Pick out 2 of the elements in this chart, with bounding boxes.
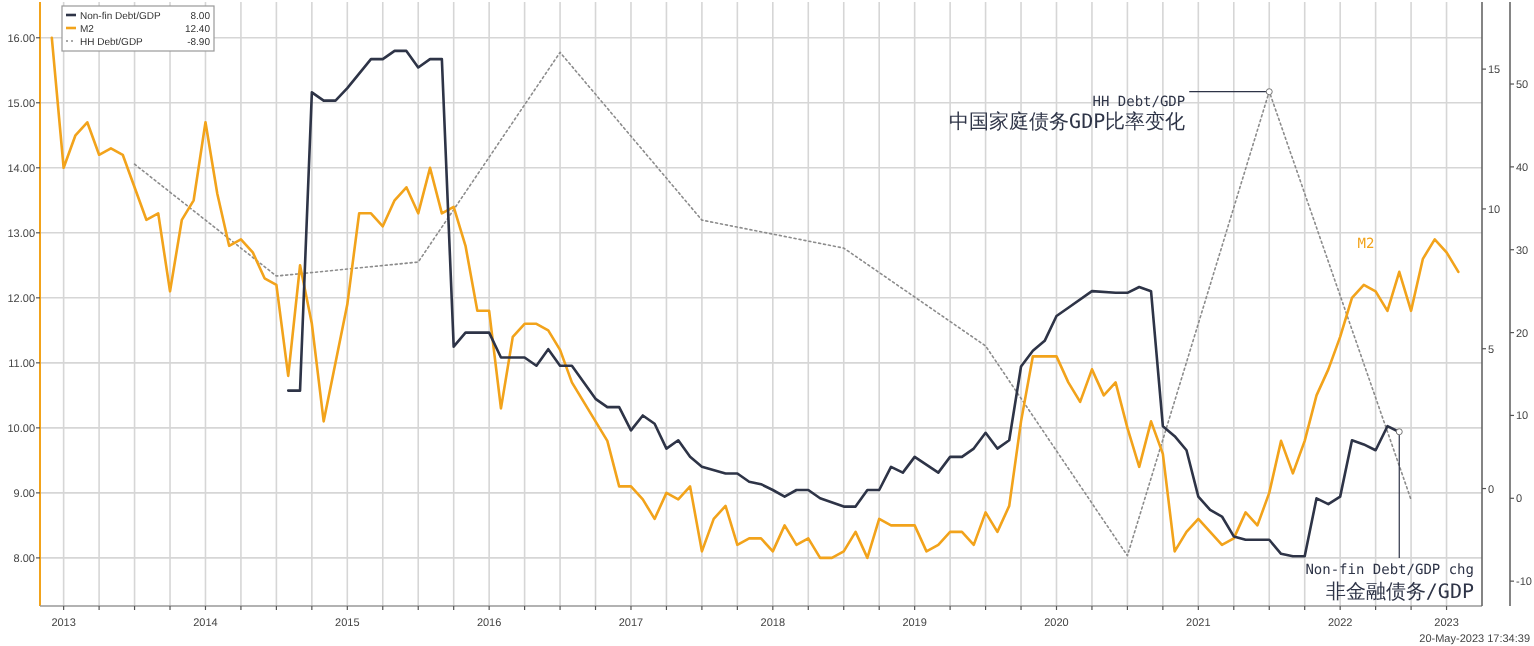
annotation: 非金融债务/GDP — [1325, 580, 1474, 604]
annotation: 中国家庭债务GDP比率变化 — [949, 109, 1186, 134]
